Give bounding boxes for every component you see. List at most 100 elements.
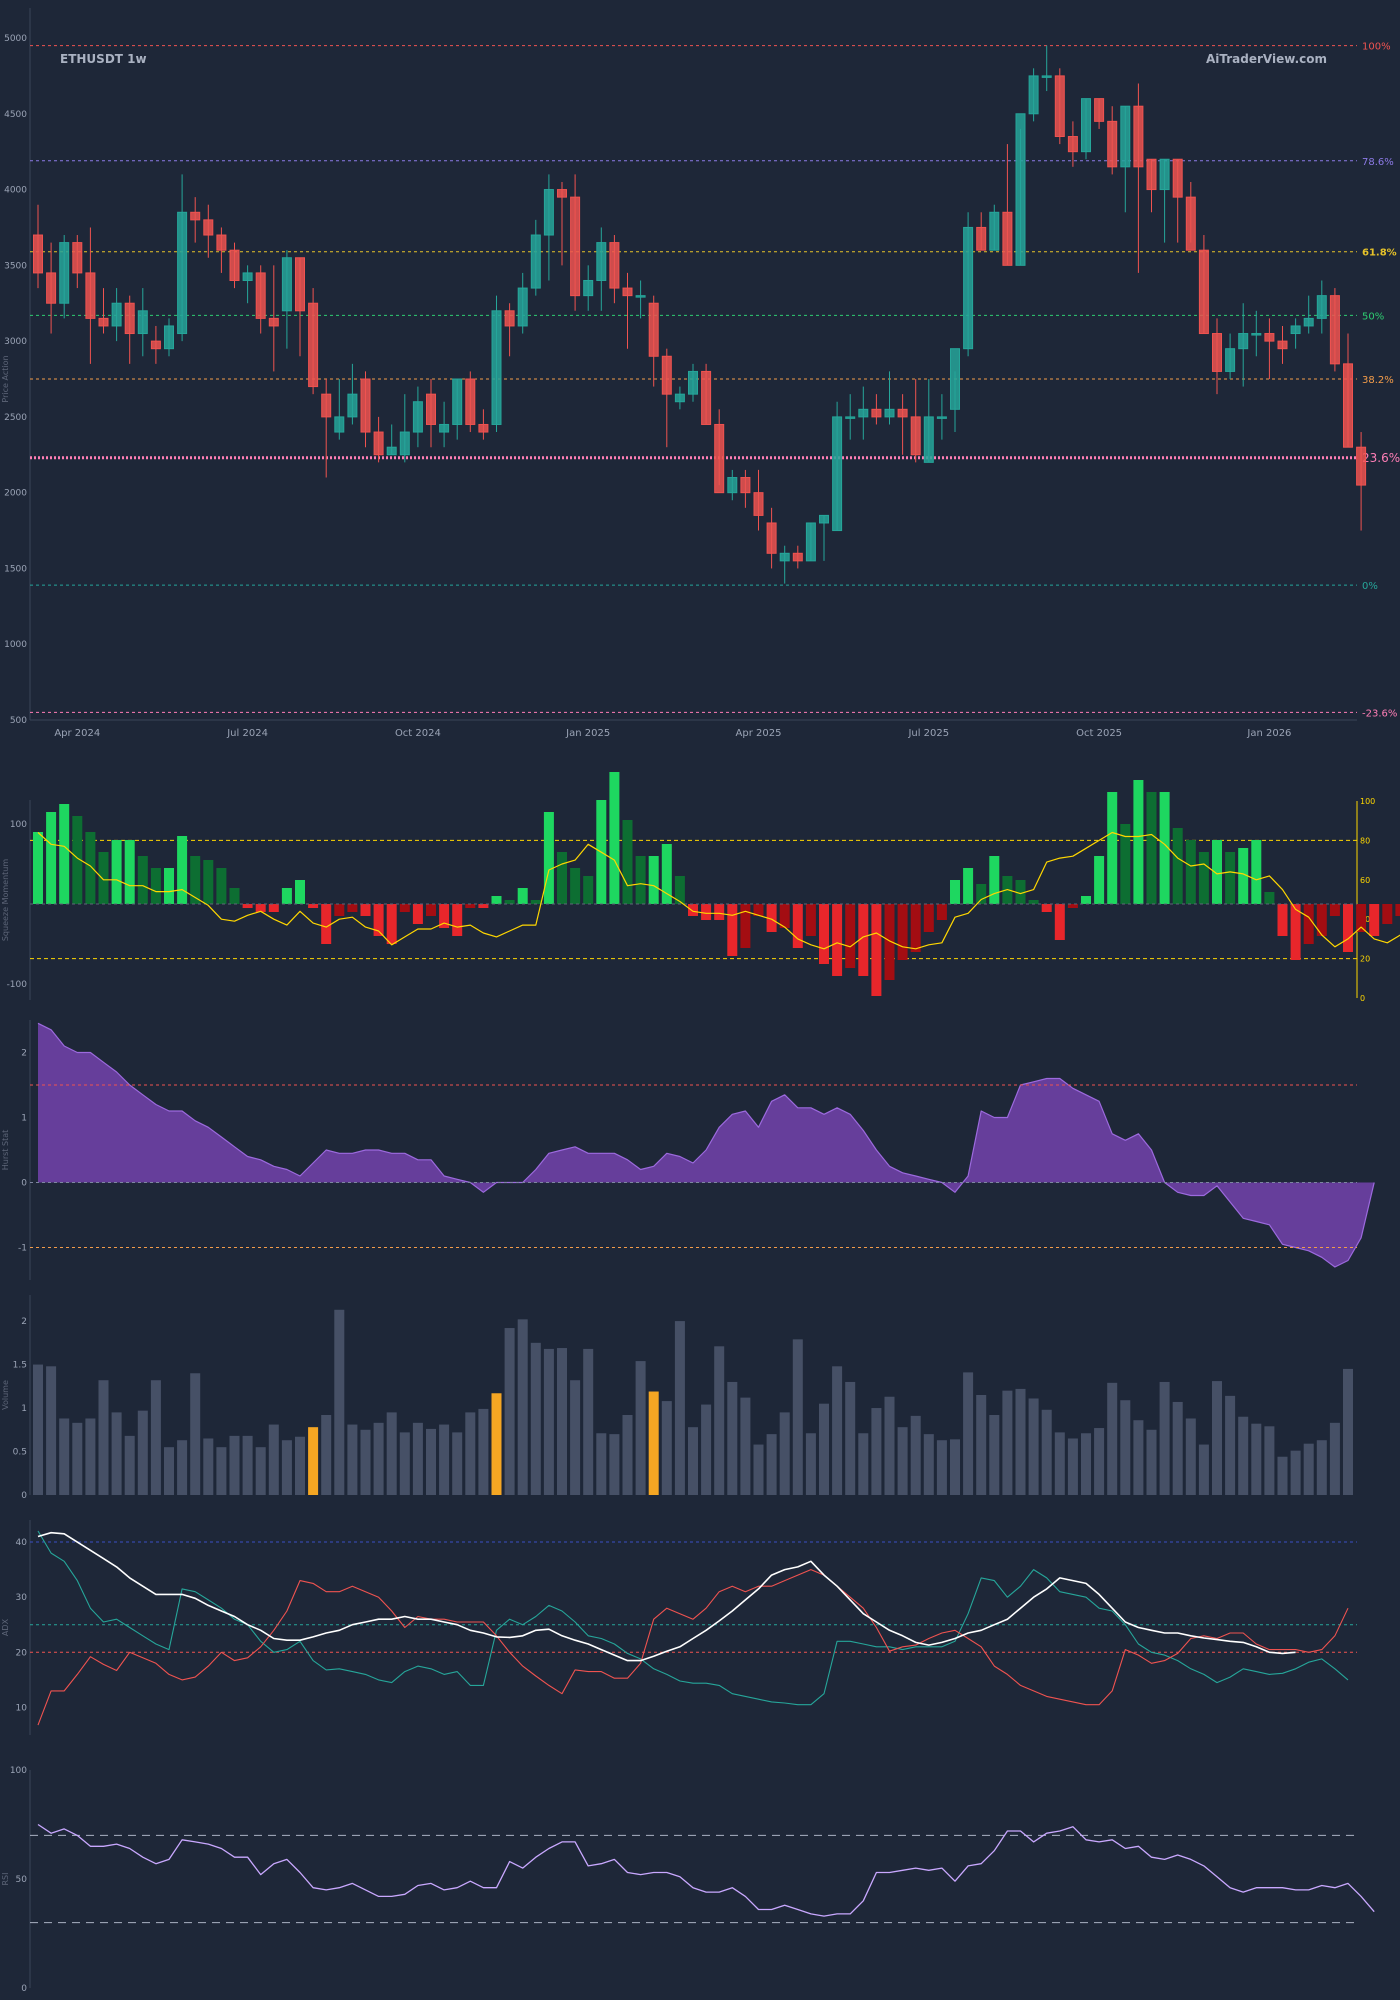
y-tick-label: 0.5: [13, 1448, 27, 1458]
volume-bar: [386, 1412, 397, 1495]
candle-down: [46, 272, 57, 304]
candle-up: [596, 242, 607, 281]
candle-down: [1277, 340, 1288, 350]
candle-down: [1133, 105, 1144, 168]
volume-bar: [543, 1348, 554, 1495]
momentum-bar: [622, 820, 633, 904]
momentum-bar: [1329, 904, 1340, 916]
candle-up: [779, 552, 790, 562]
candle-down: [1146, 158, 1157, 191]
volume-bar: [373, 1422, 384, 1495]
momentum-bar: [740, 904, 751, 948]
momentum-bar: [517, 888, 528, 904]
volume-bar: [412, 1422, 423, 1495]
momentum-bar: [1133, 780, 1144, 904]
momentum-bar: [386, 904, 397, 944]
momentum-bar: [1343, 904, 1353, 952]
volume-bar: [557, 1348, 567, 1495]
momentum-bar: [923, 904, 934, 932]
volume-bar: [635, 1361, 646, 1495]
volume-bar: [268, 1424, 279, 1495]
volume-bar: [1290, 1450, 1301, 1495]
momentum-bar: [1316, 904, 1327, 936]
momentum-bar: [177, 836, 188, 904]
candle-down: [85, 272, 96, 319]
y-tick-label: 3500: [4, 261, 27, 271]
candle-up: [543, 189, 554, 236]
volume-bar: [976, 1395, 987, 1495]
price-panel[interactable]: 500 1000 1500 2000 2500 3000 3500 4000 4500 5000 P…: [1, 8, 1400, 739]
candle-up: [583, 279, 594, 297]
volume-bar: [1094, 1428, 1105, 1495]
volume-bar: [517, 1319, 528, 1495]
y-tick-label: 100: [10, 820, 27, 830]
momentum-bar: [779, 904, 790, 928]
y-tick-label: 30: [16, 1593, 28, 1603]
candle-down: [792, 552, 803, 562]
volume-bar: [439, 1424, 450, 1495]
x-tick-label: Apr 2024: [54, 728, 100, 739]
volume-bar: [242, 1435, 253, 1495]
candle-up: [963, 226, 974, 350]
candle-up: [111, 302, 122, 327]
fib-level-label: -23.6%: [1362, 708, 1397, 719]
momentum-bar: [98, 852, 109, 904]
candle-down: [1067, 136, 1078, 153]
candle-down: [360, 378, 371, 433]
volume-bar: [989, 1415, 1000, 1495]
momentum-bar: [452, 904, 463, 936]
momentum-bar: [648, 856, 659, 904]
momentum-bar: [1041, 904, 1052, 912]
hurst-line: [37, 1022, 1375, 1268]
adx-panel[interactable]: 10 20 30 40 ADX: [1, 1520, 1357, 1735]
momentum-bar: [373, 904, 384, 936]
momentum-bar: [727, 904, 738, 956]
volume-bar: [504, 1328, 515, 1495]
momentum-bar: [661, 844, 672, 904]
y-axis-title: RSI: [1, 1873, 10, 1886]
volume-bar: [792, 1339, 803, 1495]
di-plus-line: [37, 1530, 1349, 1706]
volume-bar: [150, 1380, 161, 1495]
momentum-bar: [976, 884, 987, 904]
momentum-bar: [543, 812, 554, 904]
candle-down: [308, 302, 319, 388]
momentum-bar: [1251, 840, 1262, 904]
y-tick-label: 4500: [4, 110, 27, 120]
candle-down: [426, 393, 436, 425]
volume-bar: [281, 1440, 292, 1495]
momentum-bar: [845, 904, 856, 968]
y-axis-title: Hurst Stat: [1, 1130, 10, 1170]
candle-down: [648, 302, 659, 357]
candle-down: [124, 302, 135, 335]
volume-bar: [766, 1434, 777, 1495]
volume-bar: [1343, 1368, 1353, 1495]
hurst-area: [38, 1023, 1375, 1267]
momentum-bar: [242, 904, 253, 908]
candle-down: [203, 219, 214, 236]
momentum-bar: [819, 904, 829, 964]
volume-bar: [1133, 1420, 1144, 1495]
hurst-stat-panel[interactable]: -1 0 1 2 Hurst Stat: [1, 1020, 1375, 1280]
candle-down: [910, 416, 921, 456]
momentum-bar: [491, 896, 502, 904]
candle-up: [1225, 348, 1236, 372]
momentum-bar: [1212, 840, 1222, 904]
momentum-bar: [897, 904, 908, 960]
candle-down: [1264, 333, 1275, 342]
candle-up: [334, 416, 345, 433]
volume-bar: [1054, 1432, 1065, 1495]
y-tick-label: 1: [21, 1404, 27, 1414]
momentum-bar: [268, 904, 279, 912]
momentum-bar: [308, 904, 319, 908]
momentum-bar: [832, 904, 843, 976]
volume-panel[interactable]: 0 0.5 1 1.5 2 Volume: [1, 1295, 1353, 1501]
candle-down: [1356, 446, 1367, 486]
candle-up: [59, 242, 70, 304]
volume-bar: [923, 1434, 934, 1495]
volume-bar: [1067, 1438, 1078, 1495]
rsi-panel[interactable]: 0 50 100 RSI: [1, 1766, 1375, 1994]
